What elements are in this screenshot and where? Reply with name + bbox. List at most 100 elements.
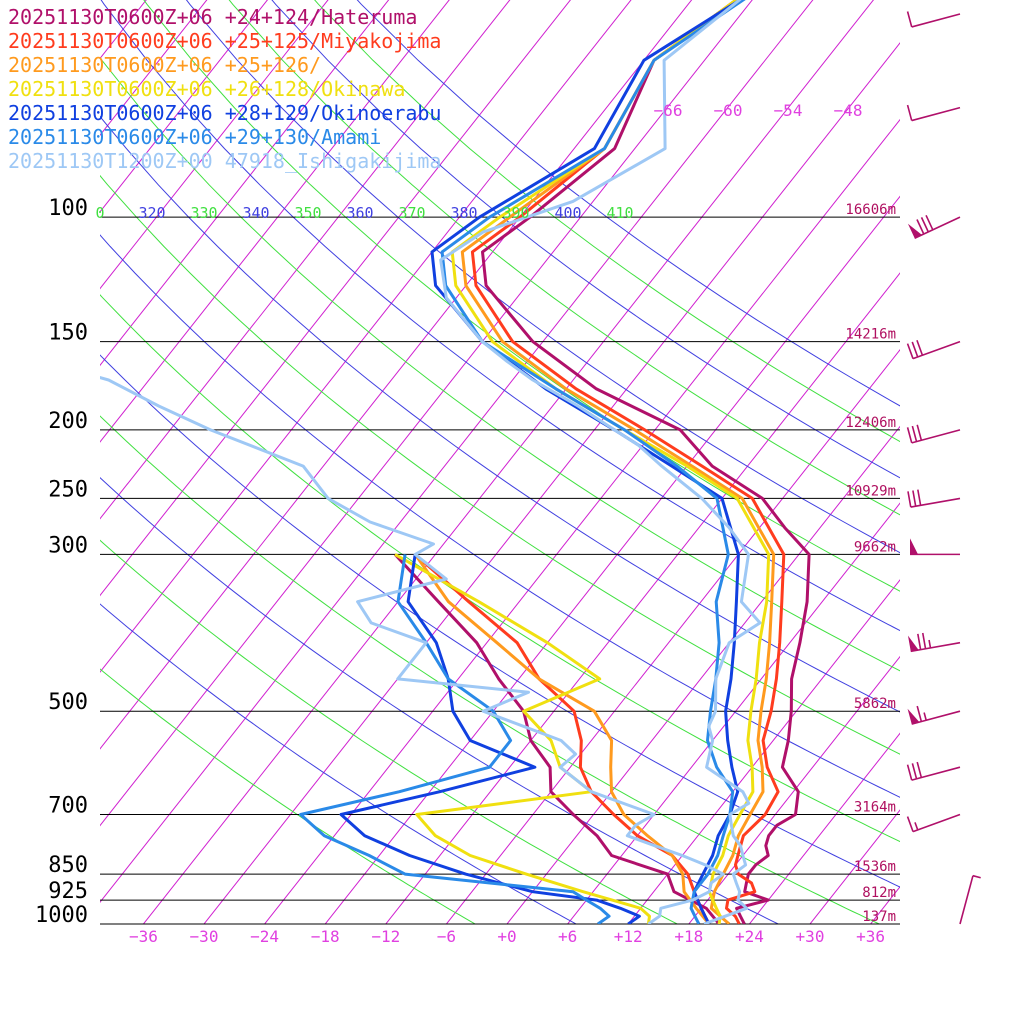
wind-barb-half-feather — [923, 712, 927, 721]
isotherm-line — [100, 0, 390, 367]
x-tick-label: +36 — [856, 927, 885, 946]
wind-barb-staff — [910, 497, 961, 508]
wind-barb-feather — [925, 214, 934, 231]
height-label: 9662m — [854, 539, 896, 555]
isotherm-label: −66 — [654, 101, 683, 120]
wind-barb-pennant — [907, 708, 920, 725]
height-label: 1536m — [854, 859, 896, 875]
wind-barb-staff — [914, 216, 961, 239]
isotherm-line — [100, 0, 632, 673]
wind-barb-feather — [916, 705, 923, 722]
theta-line — [100, 56, 900, 672]
legend-entry: 20251130T1200Z+00 47918_Ishigakijima — [8, 149, 441, 173]
wind-barb-feather — [916, 761, 923, 778]
height-label: 16606m — [845, 202, 896, 218]
isotherm-line — [100, 0, 693, 750]
wind-barb-staff — [912, 813, 961, 833]
wind-barb-staff — [959, 875, 974, 925]
isotherm-line — [100, 0, 208, 136]
theta-line — [100, 354, 900, 888]
wind-barb-staff — [911, 429, 961, 444]
wind-barb-staff — [911, 766, 961, 781]
height-label: 137m — [862, 909, 896, 925]
wind-barb-feather — [917, 633, 922, 650]
x-tick-label: +6 — [558, 927, 577, 946]
isotherm-line — [100, 0, 571, 597]
isotherm-line — [809, 809, 900, 924]
height-label: 14216m — [845, 327, 896, 343]
wind-barb-pennant — [907, 635, 919, 652]
isotherm-line — [627, 579, 900, 924]
theta-label: 380 — [450, 204, 477, 222]
x-tick-label: +12 — [614, 927, 643, 946]
legend: 20251130T0600Z+06 +24+124/Hateruma202511… — [8, 5, 441, 173]
theta-line — [100, 539, 679, 924]
height-label: 10929m — [845, 483, 896, 499]
legend-entry: 20251130T0600Z+06 +25+125/Miyakojima — [8, 29, 441, 53]
isotherm-line — [688, 655, 900, 924]
x-tick-label: −30 — [190, 927, 219, 946]
wind-barb — [959, 874, 981, 925]
height-label: 812m — [862, 885, 896, 901]
temperature-line-5 — [430, 0, 743, 924]
dewpoint-line-3 — [413, 553, 711, 924]
pressure-label: 925 — [48, 879, 88, 904]
height-label: 12406m — [845, 415, 896, 431]
wind-barb-pennant — [910, 538, 918, 555]
wind-barb-feather — [921, 632, 927, 649]
temperature-line-1 — [481, 0, 811, 924]
legend-entry: 20251130T0600Z+06 +28+129/Okinoerabu — [8, 101, 441, 125]
legend-entry: 20251130T0600Z+06 +29+130/Amami — [8, 125, 381, 149]
temperature-line-6 — [440, 0, 746, 924]
x-tick-label: +0 — [497, 927, 516, 946]
theta-line — [100, 0, 900, 632]
dewpoint-line-7 — [100, 376, 725, 924]
sounding-series — [100, 0, 811, 924]
wind-barb-staff — [911, 13, 961, 28]
wind-barb-feather — [907, 491, 912, 508]
isotherm-line — [506, 425, 900, 924]
theta-line — [228, 0, 900, 516]
wind-barb — [906, 339, 961, 360]
theta-line — [100, 294, 900, 843]
x-tick-label: +24 — [735, 927, 764, 946]
wind-barb-feather — [917, 489, 922, 506]
wind-barb-feather — [906, 427, 913, 444]
wind-barb — [907, 489, 961, 508]
wind-barb-feather — [911, 341, 919, 358]
isotherm-line — [566, 502, 900, 924]
theta-line — [100, 115, 900, 713]
wind-barb-feather — [912, 490, 917, 507]
wind-barb — [907, 214, 961, 239]
x-tick-label: −36 — [129, 927, 158, 946]
height-label: 3164m — [854, 800, 896, 816]
wind-barb — [906, 11, 961, 28]
legend-entry: 20251130T0600Z+06 +24+124/Hateruma — [8, 5, 417, 29]
isotherm-line — [100, 0, 753, 827]
dewpoint-line-1 — [393, 553, 721, 924]
dewpoint-line-6 — [299, 554, 611, 924]
theta-label: 340 — [242, 204, 269, 222]
pressure-label: 700 — [48, 794, 88, 819]
isotherm-line — [263, 118, 900, 924]
isotherm-line — [919, 0, 1024, 939]
theta-line — [100, 174, 900, 755]
pressure-label: 100 — [48, 196, 88, 221]
theta-line — [185, 0, 900, 554]
wind-barb — [906, 813, 961, 833]
theta-label: 330 — [190, 204, 217, 222]
isotherm-line — [324, 195, 900, 924]
theta-label: 370 — [398, 204, 425, 222]
x-tick-label: +30 — [796, 927, 825, 946]
isotherm-line — [445, 349, 900, 924]
wind-barb-feather — [911, 763, 918, 780]
wind-barb-feather — [916, 424, 923, 441]
wind-barb — [907, 632, 961, 653]
wind-barb-feather — [906, 11, 913, 28]
wind-barb — [910, 538, 960, 556]
isotherm-line — [100, 0, 814, 904]
wind-barb-half-feather — [914, 822, 919, 831]
wind-barb — [907, 705, 961, 725]
temperature-line-2 — [470, 0, 786, 924]
